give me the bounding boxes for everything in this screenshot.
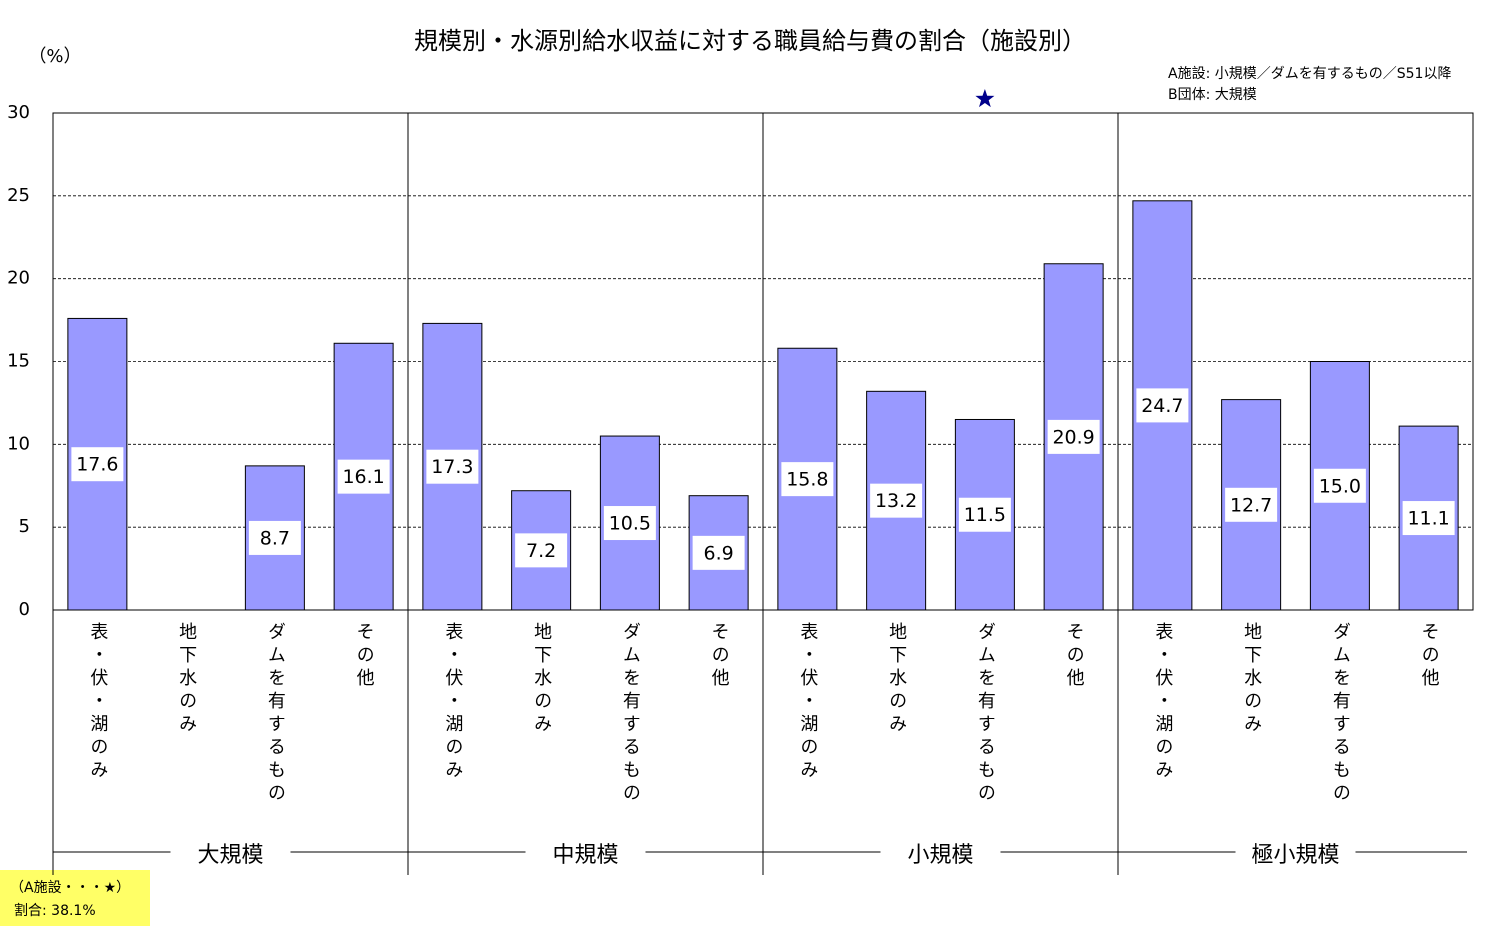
y-tick-label: 0 xyxy=(19,599,30,620)
value-label: 13.2 xyxy=(875,490,917,512)
x-tick-label: 表・伏・湖のみ xyxy=(1152,622,1173,783)
x-tick-label: ダムを有するもの xyxy=(620,622,641,806)
x-tick-label: 地下水のみ xyxy=(1241,622,1262,737)
value-label-box xyxy=(71,447,124,482)
x-tick-label: 地下水のみ xyxy=(886,622,907,737)
value-label: 17.3 xyxy=(431,456,473,478)
value-label-box xyxy=(603,506,656,541)
value-label: 17.6 xyxy=(76,454,118,476)
y-tick-label: 5 xyxy=(19,516,30,537)
value-label-box xyxy=(870,483,923,518)
value-label-box xyxy=(337,459,390,494)
value-label-box xyxy=(1402,501,1455,536)
value-label-box xyxy=(1313,468,1366,503)
y-tick-label: 30 xyxy=(7,102,30,123)
note: B団体: 大規模 xyxy=(1168,87,1257,103)
value-label: 12.7 xyxy=(1230,494,1272,516)
x-tick-label: その他 xyxy=(709,622,730,691)
x-tick-label: ダムを有するもの xyxy=(265,622,286,806)
value-label-box xyxy=(781,462,834,497)
value-label: 8.7 xyxy=(260,527,290,549)
value-label: 10.5 xyxy=(609,513,651,535)
note: A施設: 小規模／ダムを有するもの／S51以降 xyxy=(1168,66,1451,82)
y-unit: （%） xyxy=(28,46,81,67)
x-tick-label: ダムを有するもの xyxy=(975,622,996,806)
y-tick-label: 20 xyxy=(7,268,30,289)
x-tick-label: 地下水のみ xyxy=(531,622,552,737)
value-label-box xyxy=(958,497,1011,532)
x-tick-label: その他 xyxy=(1419,622,1440,691)
value-label-box xyxy=(515,533,568,568)
value-label: 20.9 xyxy=(1052,426,1094,448)
y-tick-label: 10 xyxy=(7,433,30,454)
value-label: 11.1 xyxy=(1407,508,1449,530)
y-tick-label: 15 xyxy=(7,351,30,372)
value-label-box xyxy=(1047,419,1100,454)
value-label: 16.1 xyxy=(342,466,384,488)
x-tick-label: ダムを有するもの xyxy=(1330,622,1351,806)
chart-title: 規模別・水源別給水収益に対する職員給与費の割合（施設別） xyxy=(414,27,1086,55)
value-label: 11.5 xyxy=(964,504,1006,526)
marker-star xyxy=(975,89,995,108)
value-label-box xyxy=(1136,388,1189,423)
value-label: 6.9 xyxy=(704,542,734,564)
x-tick-label: その他 xyxy=(1064,622,1085,691)
x-tick-label: 地下水のみ xyxy=(176,622,197,737)
value-label: 15.0 xyxy=(1319,475,1361,497)
group-label: 中規模 xyxy=(552,843,618,868)
value-label-box xyxy=(692,535,745,570)
note-box xyxy=(0,870,150,926)
x-tick-label: 表・伏・湖のみ xyxy=(797,622,818,783)
x-tick-label: その他 xyxy=(354,622,375,691)
x-tick-label: 表・伏・湖のみ xyxy=(442,622,463,783)
group-label: 小規模 xyxy=(907,843,973,868)
marker-value-label: 割合: 38.1% xyxy=(14,902,96,919)
value-label-box xyxy=(1225,487,1278,522)
marker-label: （A施設・・・★） xyxy=(10,880,130,896)
group-label: 極小規模 xyxy=(1251,843,1339,868)
value-label: 15.8 xyxy=(786,469,828,491)
group-label: 大規模 xyxy=(197,843,263,868)
value-label: 24.7 xyxy=(1141,395,1183,417)
x-tick-label: 表・伏・湖のみ xyxy=(87,622,108,783)
value-label: 7.2 xyxy=(526,540,556,562)
y-tick-label: 25 xyxy=(7,185,30,206)
value-label-box xyxy=(248,520,301,555)
value-label-box xyxy=(426,449,479,484)
